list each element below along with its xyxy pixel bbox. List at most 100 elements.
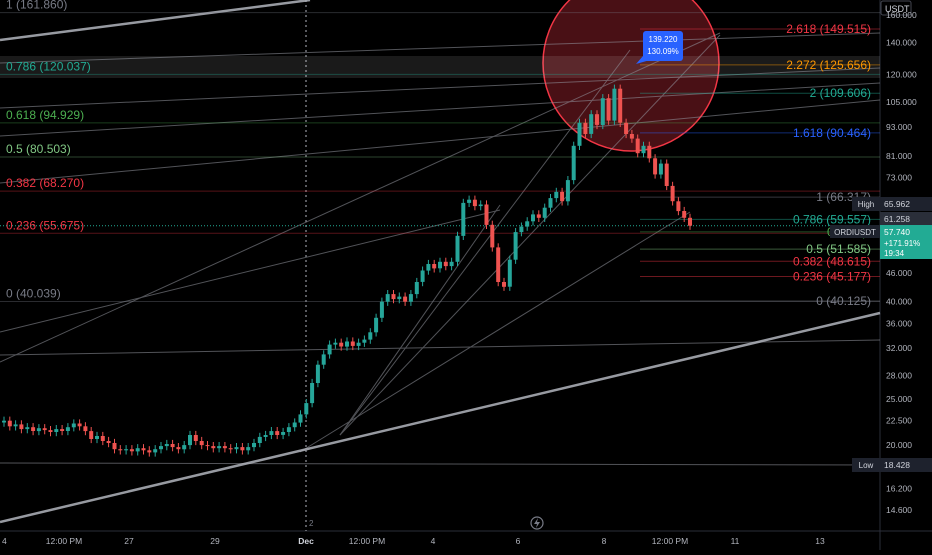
candle-body	[2, 420, 6, 423]
y-tick-label: 160.000	[886, 10, 917, 20]
candle-body	[292, 422, 297, 428]
candle-body	[263, 435, 268, 437]
last-price-box[interactable]	[880, 225, 932, 259]
candle-body	[222, 446, 227, 449]
candle-body	[147, 450, 152, 453]
fib-level-label: 0.5 (80.503)	[6, 142, 71, 156]
candle-body	[182, 445, 187, 450]
candle-body	[571, 145, 576, 181]
trend-line[interactable]	[339, 49, 631, 436]
candle-body	[513, 232, 518, 260]
candle-body	[77, 423, 82, 427]
candle-body	[199, 441, 204, 446]
candle-body	[658, 163, 663, 175]
candle-body	[472, 199, 477, 207]
candle-body	[71, 423, 76, 428]
candle-body	[688, 217, 692, 226]
candle-body	[246, 447, 251, 451]
x-tick-label: 6	[516, 536, 521, 546]
level-value-box	[880, 212, 932, 226]
candle-body	[502, 282, 506, 287]
candle-body	[589, 114, 594, 134]
candle-body	[612, 88, 617, 121]
candle-body	[624, 122, 629, 134]
candle-body	[548, 198, 553, 208]
candle-body	[13, 424, 18, 427]
trend-line[interactable]	[0, 82, 881, 137]
candle-body	[641, 145, 646, 154]
x-tick-label: 12:00 PM	[349, 536, 385, 546]
candle-body	[25, 427, 30, 430]
candle-body	[519, 226, 524, 233]
trend-lines[interactable]	[0, 32, 881, 466]
fib-level-label: 0.382 (48.615)	[793, 254, 871, 268]
fib-level-label: 0.382 (68.270)	[6, 176, 84, 190]
candle-body	[391, 294, 396, 300]
peak-callout-price: 139.220	[649, 35, 678, 44]
candle-body	[438, 261, 442, 269]
candle-body	[275, 431, 280, 435]
low-value: 18.428	[884, 460, 910, 470]
fib-level-label: 0.618 (94.929)	[6, 108, 84, 122]
candle-body	[60, 429, 65, 431]
currency-label: USDT	[885, 4, 910, 14]
candle-body	[600, 98, 605, 125]
fib-level-label: 0 (40.039)	[6, 287, 61, 301]
candle-body	[408, 294, 413, 302]
candles	[2, 84, 692, 457]
candle-body	[577, 122, 582, 146]
trend-line[interactable]	[0, 99, 881, 184]
trend-line[interactable]	[339, 204, 501, 436]
y-tick-label: 32.000	[886, 343, 912, 353]
y-tick-label: 140.000	[886, 38, 917, 48]
candle-body	[414, 282, 419, 295]
candle-body	[54, 429, 59, 432]
candle-body	[217, 446, 222, 449]
high-value-box	[880, 197, 932, 211]
candle-body	[490, 224, 495, 248]
trend-line[interactable]	[299, 211, 691, 453]
candle-body	[141, 448, 146, 451]
candle-body	[135, 448, 140, 452]
lower-channel-line[interactable]	[0, 311, 881, 524]
peak-callout[interactable]: 139.220 130.09%	[636, 31, 683, 64]
currency-box[interactable]	[880, 0, 912, 16]
fib-level-label: 1 (161.860)	[6, 0, 67, 12]
lightning-icon[interactable]	[530, 516, 544, 530]
x-tick-label: 4	[431, 536, 436, 546]
change-percent: +171.91%	[884, 239, 920, 248]
candle-body	[234, 447, 239, 450]
high-label: High	[858, 200, 874, 209]
trend-line[interactable]	[0, 209, 501, 333]
trend-line[interactable]	[0, 32, 881, 64]
fib-level-label: 2.272 (125.656)	[786, 58, 871, 72]
candle-body	[83, 426, 88, 432]
x-tick-label: 12:00 PM	[46, 536, 82, 546]
upper-channel-line[interactable]	[0, 0, 311, 42]
trend-line[interactable]	[0, 339, 881, 356]
candle-body	[339, 342, 344, 347]
candle-body	[542, 207, 547, 218]
candle-body	[118, 449, 123, 451]
candle-body	[536, 214, 541, 218]
fib-band	[0, 56, 880, 78]
candle-body	[507, 259, 512, 287]
x-tick-label: 11	[731, 536, 740, 546]
candle-body	[65, 427, 70, 431]
peak-callout-percent: 130.09%	[647, 47, 679, 56]
trend-line[interactable]	[0, 462, 881, 466]
fib-levels[interactable]: 1 (161.860) 0.786 (120.037) 0.618 (94.929)…	[0, 0, 880, 308]
candle-body	[565, 180, 570, 202]
y-tick-label: 25.000	[886, 394, 912, 404]
trend-line[interactable]	[0, 67, 881, 109]
candle-body	[461, 202, 466, 236]
candle-body	[420, 270, 425, 282]
trend-line[interactable]	[339, 34, 721, 436]
candle-body	[676, 201, 681, 212]
trend-line[interactable]	[0, 32, 721, 363]
low-value-box	[880, 458, 932, 472]
x-tick-label: Dec	[298, 536, 314, 546]
high-label-box	[852, 197, 880, 211]
candle-body	[374, 317, 379, 333]
